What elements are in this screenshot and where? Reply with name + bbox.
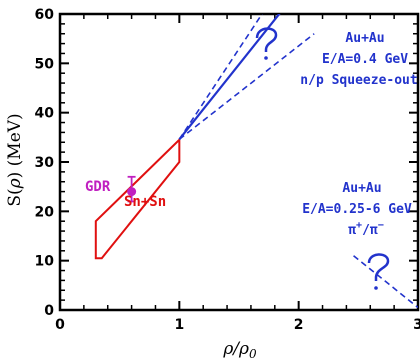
y-tick-label: 0 <box>44 303 54 319</box>
annotation-sn-sn: Sn+Sn <box>124 194 166 210</box>
annotation-au2-line2: E/A=0.25-6 GeV <box>302 202 412 217</box>
y-tick-label: 30 <box>35 155 55 171</box>
x-tick-label: 3 <box>413 317 420 333</box>
y-tick-label: 60 <box>35 7 55 23</box>
series-solid-center <box>178 14 281 140</box>
gdr-layer <box>127 175 137 203</box>
y-axis-title: S(ρ) (MeV) <box>5 113 25 206</box>
series-dashed-upper <box>178 14 263 140</box>
y-tick-label: 40 <box>35 106 55 122</box>
annotation-au2-line3: π+/π− <box>348 220 384 238</box>
region-sn-sn <box>94 137 181 260</box>
question-dot-icon <box>264 56 268 60</box>
gdr-point <box>127 187 137 197</box>
y-tick-label: 10 <box>35 254 55 270</box>
x-tick-label: 0 <box>55 317 65 333</box>
annotation-au1-line2: E/A=0.4 GeV <box>322 52 408 67</box>
annotation-gdr: GDR <box>85 179 111 195</box>
annotation-au2-line1: Au+Au <box>342 181 381 196</box>
data-layer <box>94 14 418 309</box>
x-tick-label: 1 <box>174 317 184 333</box>
series-pion-dashed <box>353 255 418 309</box>
annotation-au1-line1: Au+Au <box>345 31 384 46</box>
series-dashed-lower <box>178 33 315 140</box>
question-arrow-icon <box>255 27 278 52</box>
question-dot-icon <box>374 286 378 290</box>
y-tick-label: 50 <box>35 56 55 72</box>
x-tick-label: 2 <box>294 317 304 333</box>
y-tick-label: 20 <box>35 204 55 220</box>
x-axis-title: ρ/ρ0 <box>222 339 257 361</box>
annotation-au1-line3: n/p Squeeze-out <box>300 73 417 88</box>
question-arrow-icon <box>367 253 390 281</box>
